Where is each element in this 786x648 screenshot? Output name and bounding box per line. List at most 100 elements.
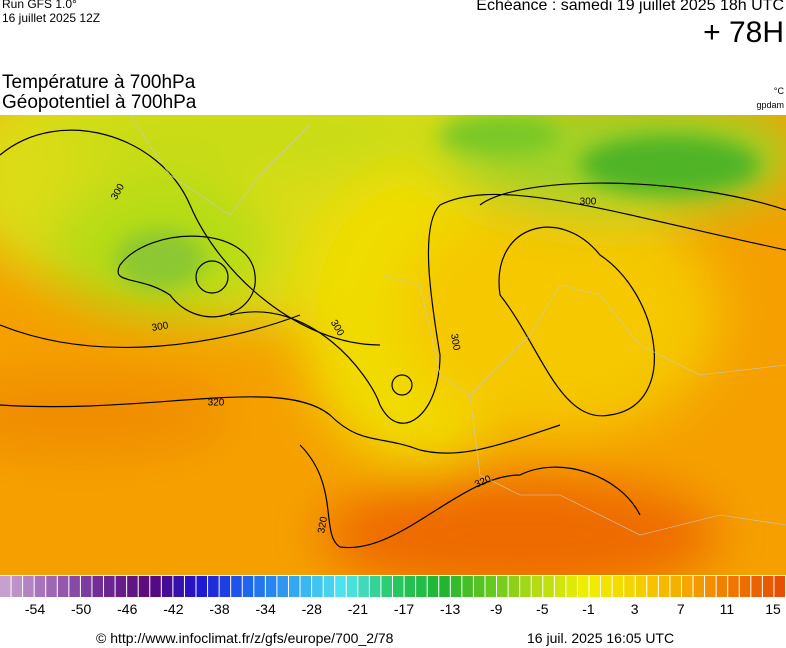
colorbar-swatch bbox=[693, 576, 705, 597]
colorbar-swatch bbox=[462, 576, 473, 597]
colorbar-swatch bbox=[184, 576, 196, 597]
colorbar-swatch bbox=[404, 576, 416, 597]
colorbar-swatch bbox=[323, 576, 335, 597]
colorbar-swatch bbox=[196, 576, 208, 597]
colorbar-swatch bbox=[439, 576, 450, 597]
colorbar-swatch bbox=[716, 576, 728, 597]
colorbar-swatch bbox=[208, 576, 219, 597]
contour-label: 320 bbox=[208, 398, 225, 409]
colorbar-swatch bbox=[450, 576, 462, 597]
colorbar-swatch bbox=[300, 576, 312, 597]
colorbar-swatch bbox=[11, 576, 23, 597]
title: Température à 700hPa bbox=[2, 72, 196, 93]
colorbar-tick-label: -38 bbox=[209, 601, 229, 617]
colorbar-swatch bbox=[115, 576, 127, 597]
colorbar-swatch bbox=[751, 576, 762, 597]
colorbar-tick-label: -13 bbox=[440, 601, 460, 617]
colorbar-swatch bbox=[508, 576, 520, 597]
colorbar-tick-label: -9 bbox=[490, 601, 503, 617]
colorbar-swatch bbox=[312, 576, 323, 597]
colorbar-tick-label: -54 bbox=[25, 601, 45, 617]
colorbar-tick-label: -34 bbox=[256, 601, 276, 617]
colorbar-tick-label: -21 bbox=[348, 601, 368, 617]
colorbar-swatch bbox=[0, 576, 11, 597]
colorbar-swatch bbox=[92, 576, 104, 597]
colorbar-swatch bbox=[393, 576, 404, 597]
colorbar-swatch bbox=[554, 576, 566, 597]
colorbar-swatch bbox=[231, 576, 242, 597]
colorbar-swatch bbox=[705, 576, 716, 597]
colorbar-tick-label: 7 bbox=[677, 601, 685, 617]
colorbar-swatch bbox=[762, 576, 774, 597]
colorbar-swatch bbox=[601, 576, 612, 597]
colorbar-swatch bbox=[543, 576, 554, 597]
colorbar-swatch bbox=[346, 576, 358, 597]
colorbar-swatch bbox=[127, 576, 138, 597]
colorbar-tick-label: -50 bbox=[71, 601, 91, 617]
colorbar-swatch bbox=[531, 576, 543, 597]
colorbar-tick-label: -17 bbox=[394, 601, 414, 617]
colorbar-swatch bbox=[161, 576, 173, 597]
colorbar-swatch bbox=[739, 576, 751, 597]
colorbar-swatch bbox=[566, 576, 577, 597]
colorbar-swatch bbox=[635, 576, 647, 597]
colorbar-swatch bbox=[254, 576, 265, 597]
colorbar-swatch bbox=[647, 576, 658, 597]
colorbar-tick-label: 15 bbox=[765, 601, 781, 617]
colorbar-tick-label: -1 bbox=[582, 601, 595, 617]
colorbar-swatch bbox=[485, 576, 497, 597]
contour-label: 300 bbox=[580, 197, 597, 208]
colorbar-tick-label: -28 bbox=[302, 601, 322, 617]
colorbar-tick-label: -42 bbox=[163, 601, 183, 617]
colorbar-tick-label: 11 bbox=[720, 601, 735, 617]
colorbar-swatch bbox=[150, 576, 161, 597]
colorbar-swatch bbox=[34, 576, 46, 597]
colorbar-swatch bbox=[658, 576, 670, 597]
colorbar-swatch bbox=[589, 576, 601, 597]
colorbar-tick-label: -46 bbox=[117, 601, 137, 617]
colorbar-swatch bbox=[288, 576, 300, 597]
title: Géopotentiel à 700hPa bbox=[2, 92, 197, 113]
colorbar-swatch bbox=[265, 576, 277, 597]
lead-time: + 78H bbox=[703, 16, 784, 49]
colorbar-swatch bbox=[173, 576, 184, 597]
colorbar-swatch bbox=[473, 576, 485, 597]
colorbar-swatch bbox=[427, 576, 439, 597]
colorbar-swatch bbox=[369, 576, 381, 597]
source-url: © http://www.infoclimat.fr/z/gfs/europe/… bbox=[96, 630, 394, 646]
colorbar-swatch bbox=[80, 576, 92, 597]
colorbar-swatch bbox=[242, 576, 254, 597]
unit-label: °C bbox=[773, 86, 784, 96]
contour-label: 320 bbox=[316, 515, 330, 534]
colorbar-swatch bbox=[277, 576, 288, 597]
colorbar-swatch bbox=[381, 576, 392, 597]
colorbar-swatch bbox=[57, 576, 69, 597]
colorbar-swatch bbox=[219, 576, 231, 597]
colorbar-swatch bbox=[624, 576, 635, 597]
colorbar-swatch bbox=[358, 576, 369, 597]
colorbar-swatch bbox=[681, 576, 693, 597]
contour-label: 300 bbox=[448, 333, 462, 352]
colorbar-swatch bbox=[46, 576, 57, 597]
timestamp: 16 juil. 2025 16:05 UTC bbox=[527, 630, 675, 646]
forecast-time: Echéance : samedi 19 juillet 2025 18h UT… bbox=[476, 0, 784, 14]
run-date: 16 juillet 2025 12Z bbox=[2, 11, 101, 25]
colorbar-swatch bbox=[728, 576, 739, 597]
colorbar-swatch bbox=[497, 576, 508, 597]
colorbar-swatch bbox=[23, 576, 34, 597]
colorbar-swatch bbox=[138, 576, 150, 597]
colorbar-swatch bbox=[520, 576, 531, 597]
colorbar: -54 -50 -46 -42 -38 -34 -28 -21 -17 -13 -9 -5 -1 3 7 11… bbox=[0, 576, 785, 617]
colorbar-swatch bbox=[577, 576, 589, 597]
colorbar-swatch bbox=[416, 576, 427, 597]
run-label: Run GFS 1.0° bbox=[2, 0, 77, 11]
colorbar-swatch bbox=[612, 576, 624, 597]
contour-label: 300 bbox=[151, 320, 170, 334]
colorbar-swatch bbox=[774, 576, 785, 597]
colorbar-swatch bbox=[670, 576, 681, 597]
colorbar-swatch bbox=[69, 576, 80, 597]
colorbar-tick-label: 3 bbox=[631, 601, 639, 617]
colorbar-swatch bbox=[335, 576, 346, 597]
